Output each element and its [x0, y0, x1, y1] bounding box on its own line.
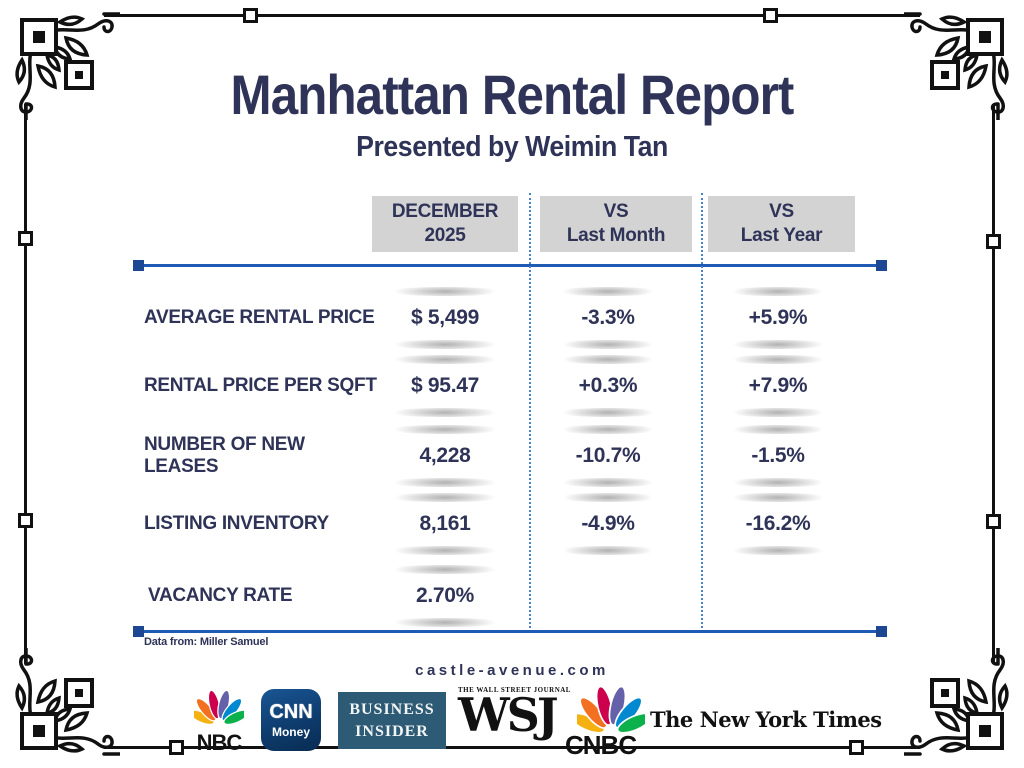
value-vacancy-rate-december: 2.70%	[379, 565, 511, 627]
top-rule	[140, 264, 880, 267]
money-wordmark: Money	[271, 725, 310, 739]
wsj-logo: THE WALL STREET JOURNAL WSJ	[458, 686, 571, 742]
new-york-times-logo: The New York Times	[650, 707, 882, 732]
column-divider-dotted	[529, 193, 531, 632]
value-average-rental-price-vs-year: +5.9%	[719, 287, 837, 349]
cnbc-logo: CNBC	[563, 685, 653, 761]
value-rental-price-per-sqft-vs-month: +0.3%	[549, 355, 667, 417]
flourish-icon	[904, 12, 1009, 120]
frame-square-ornament	[849, 740, 864, 755]
cnbc-peacock-icon	[569, 685, 653, 734]
wsj-tagline: THE WALL STREET JOURNAL	[458, 686, 571, 694]
corner-ornament-top-left	[8, 8, 120, 120]
wsj-wordmark: WSJ	[458, 688, 559, 742]
value-number-of-new-leases-vs-year: -1.5%	[719, 425, 837, 487]
row-label-listing-inventory: LISTING INVENTORY	[144, 513, 329, 534]
row-label-rental-price-per-sqft: RENTAL PRICE PER SQFT	[144, 375, 377, 396]
value-rental-price-per-sqft-vs-year: +7.9%	[719, 355, 837, 417]
bottom-rule	[140, 630, 880, 633]
value-listing-inventory-december: 8,161	[379, 493, 511, 555]
value-number-of-new-leases-vs-month: -10.7%	[549, 425, 667, 487]
rule-endpoint-handle	[133, 626, 144, 637]
page-title: Manhattan Rental Report	[230, 63, 795, 126]
rule-endpoint-handle	[876, 260, 887, 271]
data-source-note: Data from: Miller Samuel	[144, 636, 269, 648]
frame-square-ornament	[763, 8, 778, 23]
business-insider-line1: BUSINESS	[349, 700, 435, 718]
cnn-wordmark: CNN	[269, 701, 313, 723]
cnn-money-logo: CNN Money	[261, 689, 321, 751]
corner-ornament-bottom-left	[8, 648, 120, 760]
column-header-december-2025: DECEMBER 2025	[372, 196, 518, 252]
column-divider-dotted	[701, 193, 703, 632]
value-listing-inventory-vs-month: -4.9%	[549, 493, 667, 555]
frame-square-ornament	[986, 234, 1001, 249]
frame-bottom-line	[104, 746, 920, 749]
rule-endpoint-handle	[876, 626, 887, 637]
nbc-wordmark: NBC	[196, 730, 243, 755]
row-label-average-rental-price: AVERAGE RENTAL PRICE	[144, 307, 375, 328]
frame-square-ornament	[18, 513, 33, 528]
frame-square-ornament	[986, 514, 1001, 529]
cnbc-wordmark: CNBC	[565, 730, 637, 760]
rule-endpoint-handle	[133, 260, 144, 271]
row-label-vacancy-rate: VACANCY RATE	[148, 585, 293, 606]
nbc-peacock-icon	[188, 689, 250, 726]
frame-top-line	[104, 14, 920, 17]
row-label-number-of-new-leases: NUMBER OF NEW LEASES	[144, 434, 305, 477]
value-average-rental-price-december: $ 5,499	[379, 287, 511, 349]
website-url: castle-avenue.com	[415, 662, 609, 679]
frame-left-line	[24, 104, 27, 664]
frame-square-ornament	[243, 8, 258, 23]
frame-right-line	[992, 104, 995, 664]
frame-square-ornament	[169, 740, 184, 755]
value-average-rental-price-vs-month: -3.3%	[549, 287, 667, 349]
business-insider-line2: INSIDER	[355, 722, 429, 740]
frame-square-ornament	[18, 231, 33, 246]
column-header-vs-last-month: VS Last Month	[540, 196, 692, 252]
corner-ornament-top-right	[904, 8, 1016, 120]
value-rental-price-per-sqft-december: $ 95.47	[379, 355, 511, 417]
nbc-logo: NBC	[188, 689, 250, 756]
page-subtitle: Presented by Weimin Tan	[356, 131, 668, 163]
column-header-vs-last-year: VS Last Year	[708, 196, 855, 252]
flourish-icon	[904, 648, 1009, 756]
corner-ornament-bottom-right	[904, 648, 1016, 760]
flourish-icon	[15, 648, 120, 756]
value-number-of-new-leases-december: 4,228	[379, 425, 511, 487]
business-insider-logo: BUSINESS INSIDER	[338, 692, 446, 749]
value-listing-inventory-vs-year: -16.2%	[719, 493, 837, 555]
flourish-icon	[15, 12, 120, 120]
